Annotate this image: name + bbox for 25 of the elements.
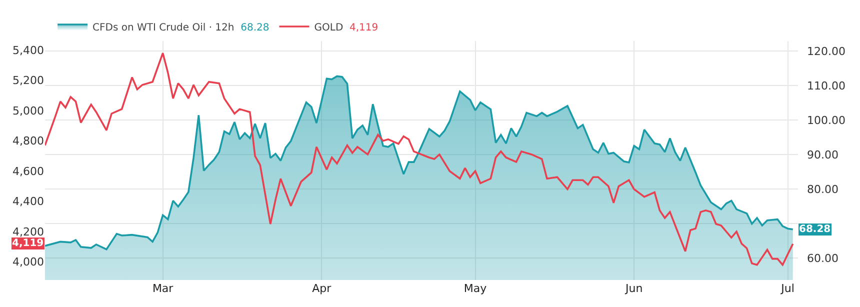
y-tick-label: 5,000 xyxy=(12,104,44,118)
y-tick-label: 5,400 xyxy=(12,44,44,57)
y-tick-label: 4,200 xyxy=(12,225,44,238)
y-tick-label: 4,600 xyxy=(12,164,44,178)
y2-tick-label: 120.00 xyxy=(807,44,846,58)
y-tick-label: 4,400 xyxy=(12,195,44,208)
y2-tick-label: 100.00 xyxy=(807,114,846,127)
x-tick-label: Mar xyxy=(152,282,174,295)
x-tick-label: Jul xyxy=(780,282,794,295)
x-tick-label: May xyxy=(464,282,488,295)
y2-tick-label: 110.00 xyxy=(807,79,846,92)
y2-tick-label: 60.00 xyxy=(807,252,838,265)
text: 68.28 xyxy=(240,22,270,34)
y-tick-label: 5,200 xyxy=(12,74,44,88)
text: 4,119 xyxy=(350,22,378,34)
x-tick-label: Apr xyxy=(312,282,332,295)
legend-label: CFDs on WTI Crude Oil · 12h xyxy=(92,22,234,34)
y2-tick-label: 90.00 xyxy=(807,148,838,162)
x-tick-label: Jun xyxy=(624,282,643,295)
y-tick-label: 4,000 xyxy=(12,256,44,269)
text: 4,119 xyxy=(12,238,44,249)
legend-label: GOLD xyxy=(314,22,344,34)
text: 68.28 xyxy=(799,224,831,235)
y-tick-label: 4,800 xyxy=(12,134,44,148)
y2-tick-label: 80.00 xyxy=(807,182,838,196)
